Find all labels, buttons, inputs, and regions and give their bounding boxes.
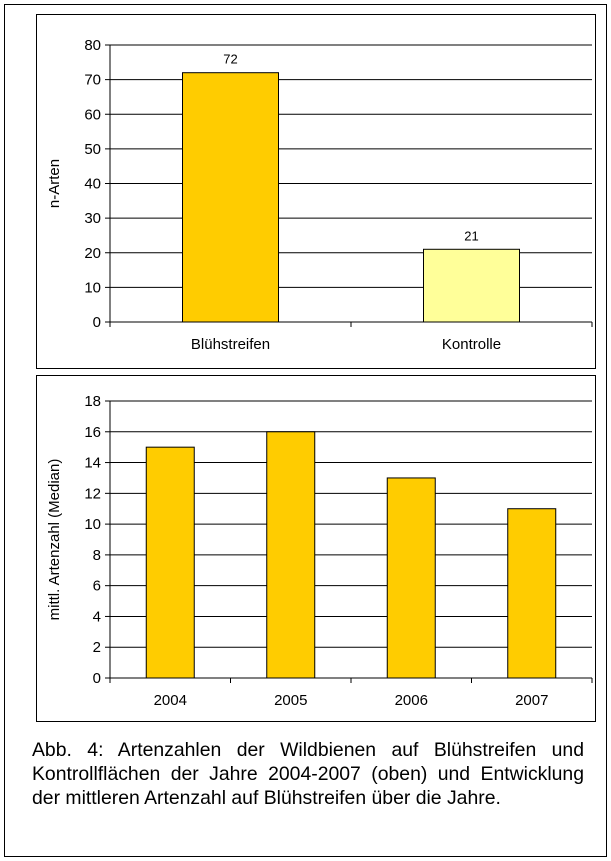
y-tick-label: 8 xyxy=(93,547,101,564)
y-tick-label: 12 xyxy=(84,485,101,502)
chart-panel-median-species: 0 2 4 6 8 10 12 14 16 18 2004 2005 2006 2007 mittl. Ar… xyxy=(36,375,596,722)
y-tick-label: 50 xyxy=(84,141,101,158)
bar-2005 xyxy=(266,431,316,679)
bar-Kontrolle xyxy=(423,248,520,323)
data-label: 21 xyxy=(464,228,478,243)
bar-Blühstreifen xyxy=(182,72,279,323)
y-tick-label: 60 xyxy=(84,106,101,123)
y-tick-label: 0 xyxy=(93,670,101,687)
y-axis-title: n-Arten xyxy=(46,159,63,208)
bar-chart-species-count: 0 10 20 30 40 50 60 70 80 Blühstreifen 72 Kontrolle… xyxy=(46,37,593,353)
x-tick-label: 2006 xyxy=(395,692,428,709)
data-label: 72 xyxy=(223,52,237,67)
chart-panel-species-count: 0 10 20 30 40 50 60 70 80 Blühstreifen 72 Kontrolle… xyxy=(36,14,596,369)
figure-caption: Abb. 4: Artenzahlen der Wildbienen auf B… xyxy=(32,739,584,809)
y-tick-label: 80 xyxy=(84,37,101,54)
y-tick-label: 16 xyxy=(84,424,101,441)
x-tick-label: 2004 xyxy=(154,692,187,709)
x-tick-label: 2005 xyxy=(274,692,307,709)
x-tick-label: 2007 xyxy=(515,692,548,709)
y-tick-label: 14 xyxy=(84,455,101,472)
bar-chart-median-species: 0 2 4 6 8 10 12 14 16 18 2004 2005 2006 2007 mittl. Ar… xyxy=(46,393,593,709)
y-axis-title: mittl. Artenzahl (Median) xyxy=(46,459,63,621)
bar-2007 xyxy=(507,508,557,679)
bar-2006 xyxy=(386,477,436,679)
y-tick-label: 10 xyxy=(84,516,101,533)
y-tick-label: 70 xyxy=(84,72,101,89)
y-tick-label: 40 xyxy=(84,176,101,193)
bar-2004 xyxy=(145,446,195,679)
y-tick-label: 10 xyxy=(84,279,101,296)
y-tick-label: 0 xyxy=(93,314,101,331)
y-tick-label: 2 xyxy=(93,639,101,656)
x-tick-label: Blühstreifen xyxy=(191,336,270,353)
y-tick-label: 4 xyxy=(93,608,101,625)
figure-frame xyxy=(4,4,607,857)
y-tick-label: 6 xyxy=(93,578,101,595)
y-tick-label: 18 xyxy=(84,393,101,410)
x-tick-label: Kontrolle xyxy=(442,336,501,353)
y-tick-label: 20 xyxy=(84,245,101,262)
y-tick-label: 30 xyxy=(84,210,101,227)
